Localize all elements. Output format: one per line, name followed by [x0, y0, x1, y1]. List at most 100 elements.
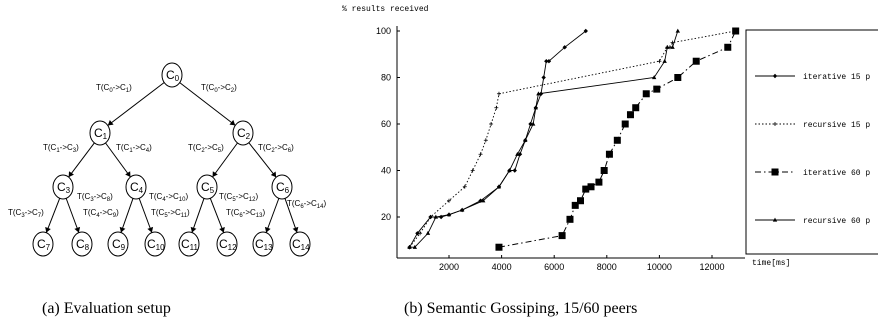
tree-edge-label-c5-c12: T(C5->C12) [219, 192, 258, 203]
data-point-iterative-60-p [577, 197, 584, 205]
data-point-iterative-15-p [583, 28, 588, 34]
tree-edge-c0-c1 [107, 82, 165, 126]
x-tick-label: 2000 [439, 262, 459, 272]
tree-node-shape [125, 174, 147, 200]
tree-node-shape [252, 231, 274, 257]
data-point-iterative-60-p [626, 111, 634, 119]
tree-edge-label-c3-c8: T(C3->C8) [77, 192, 113, 203]
data-point-recursive-60-p [675, 28, 681, 33]
x-tick-label: 4000 [492, 262, 512, 272]
data-point-iterative-60-p [724, 43, 732, 51]
data-point-recursive-15-p [496, 91, 501, 96]
data-point-recursive-15-p [478, 152, 483, 157]
tree-node-shape [71, 231, 93, 257]
chart: % results received 2000 4000 6000 8000 10000… [342, 5, 878, 272]
tree-node-label: C10 [147, 237, 165, 252]
tree-node-label: C5 [201, 180, 215, 195]
tree-arrowhead [264, 226, 271, 233]
tree-edge-c5-c12 [209, 198, 225, 233]
data-point-iterative-15-p [541, 75, 546, 80]
tree-arrowhead [74, 226, 81, 233]
tree-edges [45, 82, 299, 233]
tree-edge-c0-c2 [179, 82, 236, 126]
tree-node-label: C9 [112, 237, 126, 252]
tree-node-label: C13 [255, 237, 273, 252]
data-point-iterative-15-p [562, 45, 567, 50]
y-tick-label: 20 [381, 212, 391, 222]
data-point-iterative-60-p [632, 104, 640, 112]
tree-node-c6: C6 [271, 174, 293, 200]
tree-edge-label-c0-c2: T(C0->C2) [201, 83, 237, 94]
tree-node-c11: C11 [178, 231, 200, 257]
tree-node-c14: C14 [289, 231, 311, 257]
x-tick-label: 12000 [699, 262, 724, 272]
tree-edge-c1-c4 [105, 142, 131, 178]
tree-node-label: C6 [276, 180, 290, 195]
tree-node-label: C12 [219, 237, 237, 252]
data-point-recursive-60-p [523, 137, 528, 142]
data-point-iterative-60-p [595, 178, 603, 186]
tree-node-label: C1 [94, 126, 108, 141]
tree-node-shape [32, 231, 54, 257]
tree-arrowhead [292, 226, 299, 233]
tree-node-shape [271, 174, 293, 200]
tree-edge-label-c6-c14: T(C6->C14) [287, 199, 326, 210]
tree-edge-c4-c10 [138, 198, 153, 233]
series-recursive-60-p [407, 28, 681, 249]
data-point-iterative-60-p [587, 183, 595, 191]
tree-arrowhead [119, 226, 126, 233]
data-point-recursive-15-p [489, 122, 494, 126]
x-tick-label: 6000 [544, 262, 564, 272]
data-point-iterative-15-p [544, 59, 549, 64]
data-point-recursive-60-p [407, 244, 412, 249]
data-point-recursive-15-p [470, 168, 475, 173]
tree-node-label: C11 [181, 237, 199, 252]
data-point-iterative-60-p [653, 85, 661, 93]
legend-label: recursive 60 p [803, 217, 870, 226]
tree-edge-label-c0-c1: T(C0->C1) [96, 83, 132, 94]
tree-node-label: C2 [237, 126, 251, 141]
tree-node-label: C4 [130, 180, 144, 195]
tree-edge-c6-c14 [284, 198, 298, 233]
tree-nodes: C0 C1 C2 C3 C4 C5 C6 C7 C8 C9 C10 C11 C12 C13 C14 [32, 62, 311, 257]
tree-edge-label-c1-c3: T(C1->C3) [43, 143, 79, 154]
tree-edge-c1-c3 [68, 142, 95, 178]
data-point-recursive-60-p [459, 207, 465, 212]
tree-edge-c2-c6 [248, 142, 277, 178]
legend-box [745, 29, 878, 255]
data-point-iterative-60-p [582, 185, 590, 193]
legend: iterative 15 p recursive 15 p iterative 60… [745, 29, 878, 255]
y-axis-title: % results received [342, 5, 429, 14]
x-tick-label: 10000 [647, 262, 672, 272]
tree-edge-label-c4-c9: T(C4->C9) [83, 208, 119, 219]
y-tick-label: 40 [381, 166, 391, 176]
tree-edge-label-c6-c13: T(C6->C13) [226, 208, 265, 219]
legend-item-iterative-60-p: iterative 60 p [755, 168, 870, 178]
data-point-iterative-15-p [512, 168, 517, 173]
tree-node-label: C3 [57, 180, 71, 195]
tree-node-c10: C10 [144, 231, 166, 257]
data-point-recursive-60-p [662, 58, 667, 63]
tree-node-label: C14 [292, 237, 310, 252]
tree-edge-c4-c9 [120, 198, 134, 233]
tree-edge-c3-c7 [45, 198, 61, 233]
data-point-recursive-60-p [670, 44, 675, 49]
tree-node-shape [289, 231, 311, 257]
data-point-recursive-15-p [447, 198, 451, 203]
tree-edge-label-c4-c10: T(C4->C10) [149, 192, 188, 203]
data-point-recursive-15-p [428, 215, 433, 219]
data-point-recursive-60-p [480, 198, 486, 203]
tree-arrowhead [107, 119, 114, 126]
tree-arrowhead [125, 171, 131, 178]
legend-marker [773, 122, 777, 126]
tree-arrowhead [270, 171, 277, 178]
series-iterative-15-p [407, 28, 588, 250]
legend-marker [772, 73, 778, 79]
series-iterative-60-p [495, 27, 740, 251]
legend-label: recursive 15 p [803, 121, 870, 130]
ticks: 2000 4000 6000 8000 10000 12000 20 40 60 80 100 [376, 26, 725, 272]
data-point-recursive-15-p [494, 105, 499, 110]
tree-arrowhead [68, 171, 74, 178]
data-point-recursive-60-p [515, 151, 520, 156]
